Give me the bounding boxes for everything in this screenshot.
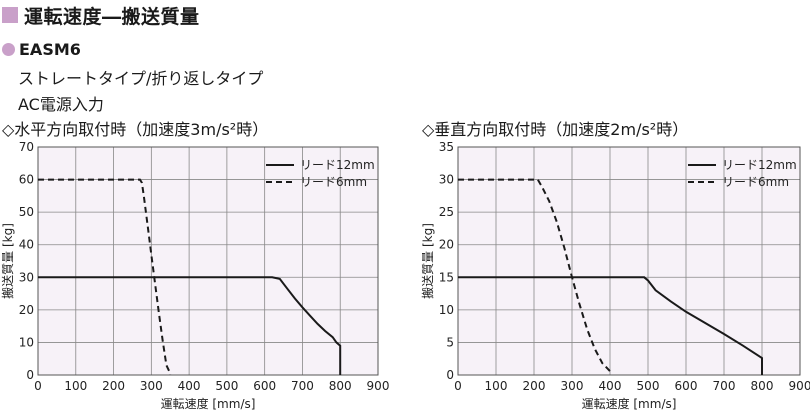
header-marker-icon: [2, 7, 18, 23]
chart-1-y-tick-label: 20: [439, 238, 454, 252]
chart-0-y-tick-label: 60: [19, 173, 34, 187]
model-heading: EASM6: [2, 40, 81, 59]
chart-1-legend-label: リード12mm: [722, 158, 797, 172]
chart-0-x-tick-label: 0: [34, 379, 42, 393]
chart-1-x-tick-label: 900: [789, 379, 810, 393]
chart-1-x-tick-label: 0: [454, 379, 462, 393]
chart-0-x-tick-label: 600: [253, 379, 276, 393]
chart-0-x-tick-label: 500: [215, 379, 238, 393]
chart-0-y-tick-label: 20: [19, 303, 34, 317]
model-name: EASM6: [19, 40, 81, 59]
chart-1-y-axis-label: 搬送質量 [kg]: [420, 223, 435, 299]
chart-1-x-tick-label: 300: [561, 379, 584, 393]
model-type: ストレートタイプ/折り返しタイプ: [18, 69, 264, 88]
model-power-input: AC電源入力: [18, 95, 104, 114]
page-title: 運転速度―搬送質量: [24, 5, 200, 28]
chart-1-x-tick-label: 400: [599, 379, 622, 393]
chart-0-y-tick-label: 50: [19, 205, 34, 219]
chart-1-y-tick-label: 5: [446, 335, 454, 349]
chart-0-legend-label: リード6mm: [300, 175, 367, 189]
chart-0-y-axis-label: 搬送質量 [kg]: [0, 223, 15, 299]
chart-1-series-lead-6mm: [458, 178, 611, 375]
chart-0-x-tick-label: 200: [102, 379, 125, 393]
chart-0-x-tick-label: 700: [291, 379, 314, 393]
chart-1-y-tick-label: 15: [439, 270, 454, 284]
chart-0-x-tick-label: 900: [367, 379, 390, 393]
chart-0-y-tick-label: 70: [19, 140, 34, 154]
chart-1-y-tick-label: 10: [439, 303, 454, 317]
chart-0-plot-frame: [37, 146, 379, 376]
chart-0-y-tick-label: 40: [19, 238, 34, 252]
chart-vertical: 0 100 200 300 400 500 600 700 800 900 0 5 10 15 20 25 30…: [420, 140, 810, 410]
chart-0-plot-area: [38, 147, 378, 375]
chart-1-y-tick-label: 25: [439, 205, 454, 219]
chart-0-x-tick-label: 300: [140, 379, 163, 393]
chart-0-series-lead-12mm: [38, 276, 342, 375]
chart-horizontal: 0 100 200 300 400 500 600 700 800 900 0 10 20 30 40 50 6…: [0, 140, 390, 410]
chart-1-plot-frame: [457, 146, 801, 376]
chart-1-series-lead-12mm: [458, 276, 763, 375]
chart-0-y-tick-label: 30: [19, 270, 34, 284]
chart-0-legend-label: リード12mm: [300, 158, 375, 172]
chart-1-x-tick-label: 100: [485, 379, 508, 393]
bullet-dot-icon: [2, 43, 15, 56]
chart-1-y-tick-label: 35: [439, 140, 454, 154]
chart-1-y-tick-label: 0: [446, 368, 454, 382]
chart-1-x-tick-label: 800: [751, 379, 774, 393]
chart-0-x-tick-label: 400: [178, 379, 201, 393]
section-header: 運転速度―搬送質量: [2, 2, 200, 28]
chart-0-x-tick-label: 800: [329, 379, 352, 393]
chart-1-plot-area: [458, 147, 800, 375]
chart-title-vertical: ◇垂直方向取付時（加速度2m/s²時）: [422, 120, 689, 139]
chart-0-y-tick-label: 0: [26, 368, 34, 382]
chart-0-series-lead-6mm: [38, 178, 172, 375]
chart-1-legend-label: リード6mm: [722, 175, 789, 189]
chart-1-x-tick-label: 200: [523, 379, 546, 393]
chart-0-y-tick-label: 10: [19, 335, 34, 349]
chart-1-x-tick-label: 700: [713, 379, 736, 393]
chart-0-x-tick-label: 100: [64, 379, 87, 393]
chart-title-horizontal: ◇水平方向取付時（加速度3m/s²時）: [2, 120, 269, 139]
chart-1-x-tick-label: 500: [637, 379, 660, 393]
chart-1-x-axis-label: 運転速度 [mm/s]: [582, 396, 677, 410]
chart-1-y-tick-label: 30: [439, 173, 454, 187]
chart-1-x-tick-label: 600: [675, 379, 698, 393]
chart-0-x-axis-label: 運転速度 [mm/s]: [161, 396, 256, 410]
